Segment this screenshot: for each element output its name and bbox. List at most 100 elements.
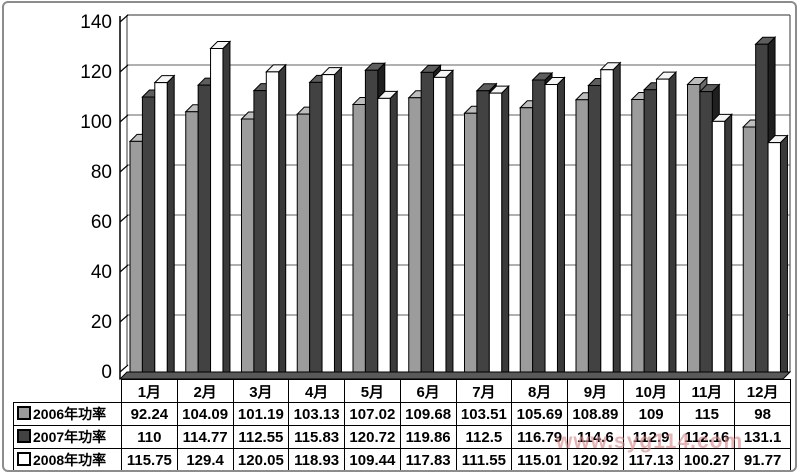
bar-side-face xyxy=(501,84,510,373)
bar-2007年功率-4月 xyxy=(309,81,323,373)
value-cell: 111.55 xyxy=(455,448,513,472)
chart-floor xyxy=(118,371,792,380)
bar-2007年功率-1月 xyxy=(141,96,156,373)
bar-2008年功率-1月 xyxy=(154,82,168,373)
legend-label: 2008年功率 xyxy=(33,452,107,468)
bar-2007年功率-11月 xyxy=(699,91,713,373)
y-axis-label: 120 xyxy=(80,62,112,83)
value-cell: 116.79 xyxy=(511,425,568,449)
value-cell: 120.05 xyxy=(232,448,290,472)
y-tick xyxy=(119,364,129,373)
y-axis-label: 80 xyxy=(91,162,112,183)
bar-2008年功率-3月 xyxy=(265,71,280,373)
y-tick xyxy=(119,114,129,123)
legend-cell: 2008年功率 xyxy=(13,448,122,472)
legend-label: 2007年功率 xyxy=(33,429,107,445)
value-cell: 118.93 xyxy=(288,448,345,472)
value-cell: 115.75 xyxy=(121,448,178,472)
value-cell: 109 xyxy=(622,402,680,426)
month-header: 6月 xyxy=(399,379,457,403)
month-header: 2月 xyxy=(176,379,234,403)
value-cell: 115 xyxy=(678,402,736,426)
bar-2006年功率-4月 xyxy=(296,113,311,373)
month-header: 11月 xyxy=(678,379,736,403)
value-cell: 129.4 xyxy=(176,448,234,472)
bar-2006年功率-8月 xyxy=(519,107,534,373)
value-cell: 115.83 xyxy=(288,425,345,449)
month-header: 4月 xyxy=(288,379,345,403)
bar-2006年功率-1月 xyxy=(129,140,143,373)
bar-2007年功率-9月 xyxy=(587,85,602,373)
value-cell: 108.89 xyxy=(567,402,624,426)
bar-side-face xyxy=(389,90,398,373)
value-cell: 117.83 xyxy=(399,448,457,472)
value-cell: 117.13 xyxy=(622,448,680,472)
bar-2008年功率-2月 xyxy=(210,48,224,373)
bar-2007年功率-10月 xyxy=(643,89,658,373)
y-axis-label: 40 xyxy=(91,262,112,283)
bar-2008年功率-6月 xyxy=(433,76,447,373)
value-cell: 112.55 xyxy=(232,425,290,449)
bar-side-face xyxy=(556,76,565,373)
value-cell: 105.69 xyxy=(511,402,568,426)
bar-side-face xyxy=(668,70,677,373)
y-tick xyxy=(119,314,129,323)
value-cell: 110 xyxy=(121,425,178,449)
bar-2007年功率-6月 xyxy=(420,71,435,373)
bar-2007年功率-5月 xyxy=(364,69,379,373)
value-cell: 119.86 xyxy=(399,425,457,449)
legend-cell: 2007年功率 xyxy=(13,425,122,449)
month-header: 10月 xyxy=(622,379,680,403)
month-header: 12月 xyxy=(734,379,791,403)
value-cell: 109.44 xyxy=(344,448,401,472)
bar-2006年功率-6月 xyxy=(408,97,422,373)
value-cell: 112.5 xyxy=(455,425,513,449)
bar-2008年功率-4月 xyxy=(321,74,335,373)
bar-2006年功率-7月 xyxy=(464,112,478,373)
bar-2007年功率-2月 xyxy=(197,84,212,373)
legend-label: 2006年功率 xyxy=(33,406,107,422)
value-cell: 112.9 xyxy=(622,425,680,449)
y-axis-label: 140 xyxy=(80,12,112,33)
y-axis-label: 60 xyxy=(91,212,112,233)
month-header-row: 1月 2月 3月 4月 5月 6月 7月 8月 9月 10月 11月 12月 xyxy=(14,379,791,403)
value-cell: 104.09 xyxy=(176,402,234,426)
month-header: 3月 xyxy=(232,379,290,403)
bar-2007年功率-7月 xyxy=(476,90,490,373)
value-cell: 98 xyxy=(734,402,791,426)
value-cell: 107.02 xyxy=(344,402,401,426)
month-header: 9月 xyxy=(567,379,624,403)
value-cell: 131.1 xyxy=(734,425,791,449)
bar-2006年功率-12月 xyxy=(742,126,757,373)
bar-side-face xyxy=(222,40,231,373)
bar-2006年功率-9月 xyxy=(575,99,589,373)
value-cell: 120.92 xyxy=(567,448,624,472)
value-cell: 100.27 xyxy=(678,448,736,472)
month-header: 7月 xyxy=(455,379,513,403)
series-row: 2007年功率 110 114.77 112.55 115.83 120.72 119.86… xyxy=(13,425,791,449)
bar-2007年功率-3月 xyxy=(253,90,267,373)
bar-2008年功率-8月 xyxy=(544,83,558,373)
bar-2008年功率-12月 xyxy=(767,142,781,373)
bar-side-face xyxy=(724,113,733,373)
value-cell: 112.16 xyxy=(678,425,736,449)
y-tick xyxy=(119,264,129,273)
bar-2008年功率-9月 xyxy=(600,69,614,373)
value-cell: 103.13 xyxy=(288,402,345,426)
bar-2006年功率-2月 xyxy=(185,111,199,373)
bar-2008年功率-5月 xyxy=(377,97,391,373)
chart-data-table: 1月 2月 3月 4月 5月 6月 7月 8月 9月 10月 11月 12月 2006年功率 92.24 1… xyxy=(13,379,791,472)
bar-2007年功率-12月 xyxy=(755,43,769,373)
value-cell: 114.77 xyxy=(176,425,234,449)
legend-swatch-icon xyxy=(17,429,31,443)
value-cell: 91.77 xyxy=(734,448,791,472)
bar-side-face xyxy=(779,134,788,373)
y-tick xyxy=(119,164,129,173)
y-tick xyxy=(119,214,129,223)
bar-2006年功率-3月 xyxy=(241,118,255,373)
month-header: 1月 xyxy=(121,379,178,403)
y-tick xyxy=(119,14,129,23)
bar-2008年功率-7月 xyxy=(488,92,503,373)
bar-2006年功率-10月 xyxy=(631,99,645,373)
y-axis-label: 20 xyxy=(91,312,112,333)
